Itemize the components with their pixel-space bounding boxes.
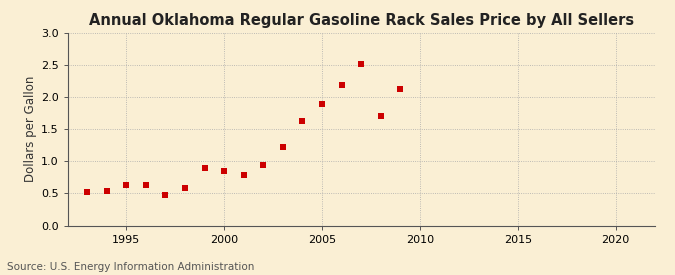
Text: Source: U.S. Energy Information Administration: Source: U.S. Energy Information Administ… — [7, 262, 254, 272]
Title: Annual Oklahoma Regular Gasoline Rack Sales Price by All Sellers: Annual Oklahoma Regular Gasoline Rack Sa… — [88, 13, 634, 28]
Y-axis label: Dollars per Gallon: Dollars per Gallon — [24, 76, 36, 182]
